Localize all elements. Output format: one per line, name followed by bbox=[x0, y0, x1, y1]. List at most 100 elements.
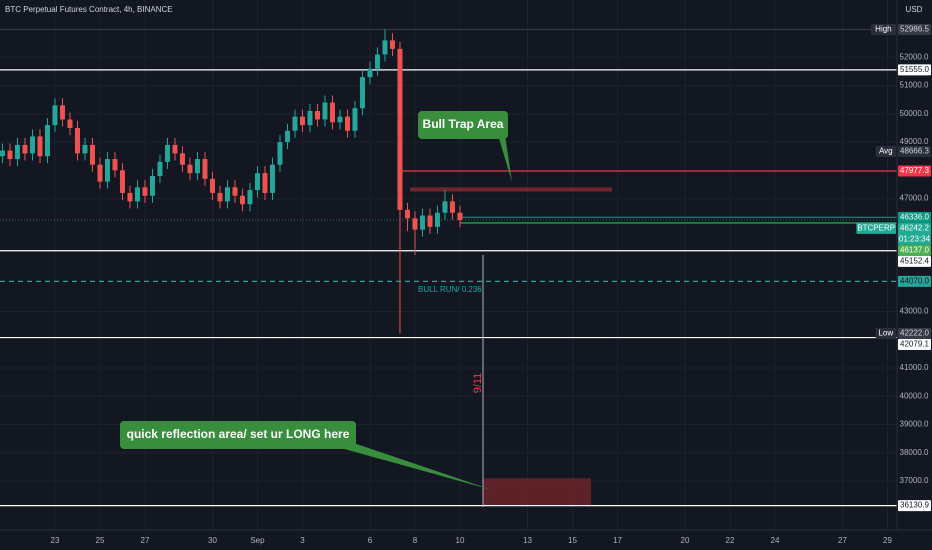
candle-body bbox=[247, 190, 253, 205]
x-tick-label: 27 bbox=[141, 536, 150, 545]
tag-label: BTCPERP bbox=[857, 223, 895, 232]
candle-body bbox=[202, 159, 208, 179]
y-tick-label: 40000.0 bbox=[900, 391, 929, 400]
price-label-box bbox=[898, 339, 931, 351]
y-tick-label: 43000.0 bbox=[900, 307, 929, 316]
zone bbox=[409, 187, 612, 192]
x-tick-label: 24 bbox=[771, 536, 780, 545]
candle-body bbox=[149, 175, 155, 196]
y-tick-label: 47000.0 bbox=[900, 194, 929, 203]
candle-body bbox=[322, 102, 328, 120]
price-label: 46336.0 bbox=[900, 212, 929, 221]
price-label: 42222.0 bbox=[900, 329, 929, 338]
tag-box bbox=[875, 146, 896, 158]
x-tick-label: 27 bbox=[838, 536, 847, 545]
candle-body bbox=[187, 164, 193, 174]
candle-body bbox=[172, 144, 178, 154]
candle-body bbox=[442, 201, 448, 213]
price-label-box bbox=[898, 275, 931, 287]
candle-body bbox=[232, 187, 238, 196]
candle-body bbox=[352, 108, 358, 131]
candle-body bbox=[427, 215, 433, 227]
candle-body bbox=[112, 159, 118, 171]
price-label: 52986.5 bbox=[900, 25, 929, 34]
candle-body bbox=[44, 125, 50, 157]
tag-label: Avg bbox=[879, 147, 893, 156]
tag-box bbox=[870, 23, 896, 35]
y-tick-label: 41000.0 bbox=[900, 363, 929, 372]
candle-body bbox=[299, 116, 305, 126]
y-tick-label: 49000.0 bbox=[900, 137, 929, 146]
callout-text: quick reflection area/ set ur LONG here bbox=[127, 427, 350, 441]
x-tick-label: 29 bbox=[883, 536, 892, 545]
x-tick-label: Sep bbox=[250, 536, 265, 545]
price-label: 44070.0 bbox=[900, 276, 929, 285]
tag-label: High bbox=[875, 25, 891, 34]
candle-body bbox=[262, 173, 268, 193]
candle-body bbox=[314, 111, 320, 120]
candle-body bbox=[209, 178, 215, 193]
price-label: 51555.0 bbox=[900, 65, 929, 74]
x-tick-label: 20 bbox=[681, 536, 690, 545]
price-label-box bbox=[898, 222, 931, 245]
candle-body bbox=[359, 77, 365, 109]
candle-body bbox=[419, 215, 425, 230]
candle-body bbox=[52, 105, 58, 126]
callout-pointer bbox=[330, 440, 492, 490]
candle-body bbox=[194, 159, 200, 174]
price-label: 36130.9 bbox=[900, 501, 929, 510]
x-tick-label: 30 bbox=[208, 536, 217, 545]
candle-body bbox=[127, 192, 133, 202]
candle-body bbox=[337, 116, 343, 123]
x-tick-label: 8 bbox=[413, 536, 418, 545]
candle-body bbox=[404, 209, 410, 219]
y-tick-label: 39000.0 bbox=[900, 420, 929, 429]
callout-text: Bull Trap Area bbox=[423, 117, 504, 131]
candle-body bbox=[269, 164, 275, 193]
candle-body bbox=[389, 40, 395, 49]
y-tick-label: 38000.0 bbox=[900, 448, 929, 457]
x-tick-label: 10 bbox=[456, 536, 465, 545]
candle-body bbox=[67, 119, 73, 128]
price-label: 47977.3 bbox=[900, 166, 929, 175]
y-tick-label: 50000.0 bbox=[900, 109, 929, 118]
tag-label: Low bbox=[878, 329, 893, 338]
candles bbox=[0, 29, 463, 334]
candle-body bbox=[307, 111, 313, 126]
candle-body bbox=[74, 127, 80, 154]
x-tick-label: 25 bbox=[96, 536, 105, 545]
candle-body bbox=[382, 40, 388, 55]
candle-body bbox=[82, 144, 88, 154]
candle-body bbox=[239, 195, 245, 205]
price-label-box bbox=[898, 255, 931, 267]
candle-body bbox=[277, 142, 283, 165]
candle-body bbox=[397, 48, 403, 210]
callout-box bbox=[120, 421, 356, 449]
candle-body bbox=[7, 150, 13, 160]
x-tick-label: 6 bbox=[368, 536, 373, 545]
price-label: 42079.1 bbox=[900, 340, 929, 349]
price-label-box bbox=[898, 244, 931, 256]
candle-body bbox=[224, 187, 230, 202]
candle-body bbox=[134, 187, 140, 202]
candle-body bbox=[449, 201, 455, 213]
candle-body bbox=[22, 144, 28, 154]
candle-body bbox=[434, 212, 440, 227]
x-tick-label: 3 bbox=[300, 536, 305, 545]
y-tick-label: 37000.0 bbox=[900, 476, 929, 485]
price-label: 46137.0 bbox=[900, 245, 929, 254]
candle-body bbox=[457, 212, 463, 221]
candle-body bbox=[59, 105, 65, 120]
candle-body bbox=[89, 144, 95, 165]
candle-body bbox=[164, 144, 170, 162]
x-tick-label: 17 bbox=[613, 536, 622, 545]
candle-body bbox=[29, 136, 35, 154]
candle-body bbox=[329, 102, 335, 123]
level-note: BULL RUN/ 0.236 bbox=[418, 285, 482, 294]
price-label: 48666.3 bbox=[900, 147, 929, 156]
candle-body bbox=[367, 68, 373, 78]
tag-box bbox=[875, 328, 896, 340]
candle-body bbox=[292, 116, 298, 131]
